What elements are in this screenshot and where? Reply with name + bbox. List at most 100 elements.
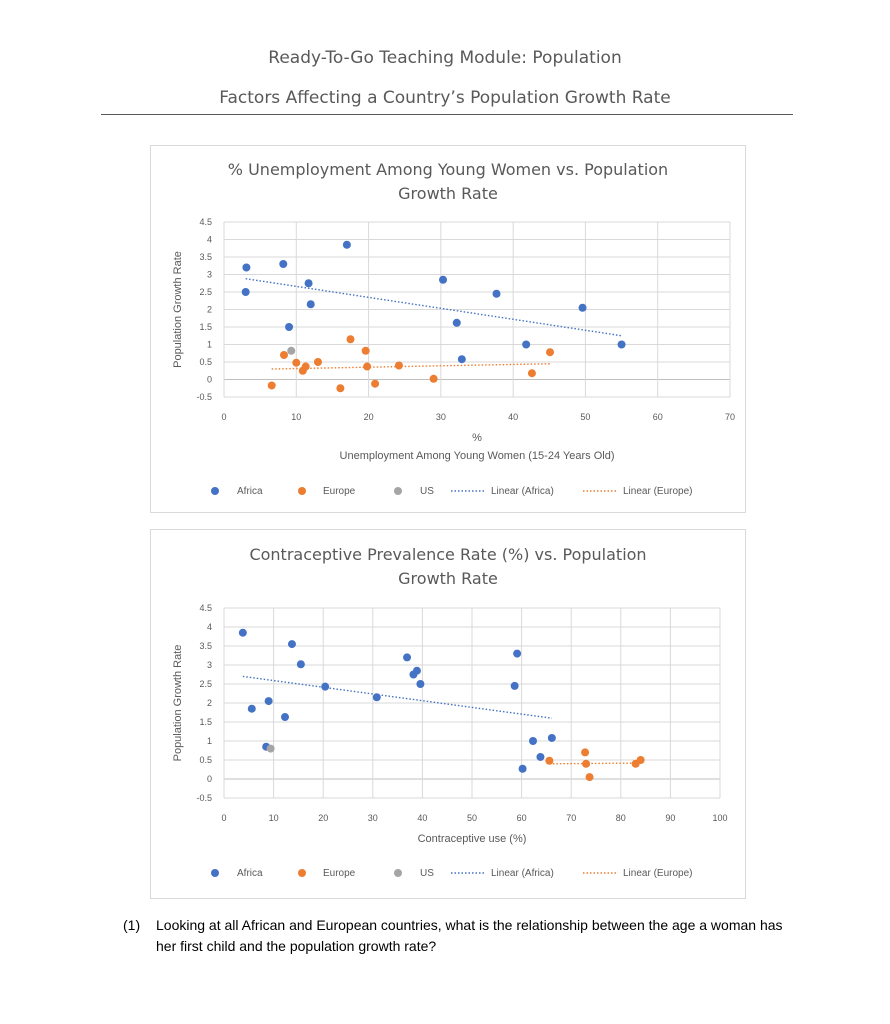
y-tick-label: 1.5	[199, 322, 212, 332]
legend-marker-africa	[211, 487, 219, 495]
trendline-europe	[271, 363, 551, 370]
data-point-africa	[457, 355, 466, 364]
data-point-africa	[510, 681, 519, 690]
header-rule	[101, 114, 793, 115]
x-tick-label: 60	[517, 813, 527, 823]
question-text: Looking at all African and European coun…	[156, 917, 783, 954]
module-subtitle: Factors Affecting a Country’s Population…	[219, 88, 671, 108]
data-point-europe	[585, 773, 594, 782]
y-tick-label: 2	[207, 698, 212, 708]
data-point-africa	[492, 289, 501, 298]
data-point-europe	[313, 358, 322, 366]
y-tick-label: 4	[207, 622, 212, 632]
legend-label-us: US	[420, 486, 434, 497]
y-tick-label: -0.5	[196, 793, 212, 803]
y-tick-label: 0.5	[199, 357, 212, 367]
data-point-europe	[545, 756, 554, 765]
legend-label-europe: Europe	[323, 486, 356, 497]
data-point-africa	[264, 697, 273, 706]
x-axis-label: Contraceptive use (%)	[418, 833, 527, 845]
y-tick-label: -0.5	[196, 392, 212, 402]
chart-title-line: Contraceptive Prevalence Rate (%) vs. Po…	[249, 545, 646, 564]
data-point-europe	[429, 374, 438, 383]
module-title: Ready-To-Go Teaching Module: Population	[268, 48, 622, 68]
x-tick-label: 30	[368, 813, 378, 823]
x-axis-label: Unemployment Among Young Women (15-24 Ye…	[340, 450, 615, 462]
trendline-africa	[242, 675, 552, 719]
data-point-africa	[304, 279, 313, 288]
y-tick-label: 3.5	[199, 252, 212, 262]
contraceptive-chart: Contraceptive Prevalence Rate (%) vs. Po…	[150, 529, 746, 899]
x-tick-label: 60	[653, 412, 663, 422]
data-point-europe	[394, 361, 403, 370]
legend-label-us: US	[420, 868, 434, 879]
data-point-africa	[342, 240, 351, 249]
data-point-africa	[518, 764, 527, 773]
x-tick-label: 20	[364, 412, 374, 422]
data-point-europe	[346, 335, 355, 344]
data-point-europe	[267, 381, 276, 390]
x-axis-label: %	[472, 432, 482, 444]
question-number: (1)	[123, 917, 141, 933]
data-point-africa	[416, 680, 425, 688]
data-point-africa	[522, 340, 531, 349]
data-point-europe	[336, 384, 345, 393]
x-tick-label: 70	[725, 412, 735, 422]
legend-label-linear-europe: Linear (Europe)	[623, 868, 692, 879]
x-tick-label: 40	[508, 412, 518, 422]
y-tick-label: 0	[207, 774, 212, 784]
y-tick-label: 1	[207, 736, 212, 746]
data-point-africa	[536, 752, 545, 761]
legend-marker-europe	[298, 869, 306, 877]
y-tick-label: 2	[207, 305, 212, 315]
y-tick-label: 0.5	[199, 755, 212, 765]
legend-label-africa: Africa	[237, 486, 263, 497]
legend-marker-us	[394, 487, 402, 495]
y-tick-label: 2.5	[199, 287, 212, 297]
x-tick-label: 40	[417, 813, 427, 823]
chart-title-line: Growth Rate	[398, 184, 498, 203]
legend-marker-europe	[298, 487, 306, 495]
data-point-africa	[403, 653, 412, 662]
data-point-africa	[547, 733, 556, 742]
data-point-africa	[247, 704, 256, 713]
legend-label-europe: Europe	[323, 868, 356, 879]
chart-title-line: Growth Rate	[398, 569, 498, 588]
data-point-africa	[372, 693, 381, 702]
legend-label-linear-africa: Linear (Africa)	[491, 486, 554, 497]
data-point-africa	[321, 682, 330, 691]
data-point-africa	[513, 649, 522, 658]
y-tick-label: 2.5	[199, 679, 212, 689]
data-point-africa	[281, 713, 290, 722]
unemployment-chart: % Unemployment Among Young Women vs. Pop…	[150, 145, 746, 513]
x-tick-label: 10	[269, 813, 279, 823]
legend-label-africa: Africa	[237, 868, 263, 879]
data-point-africa	[242, 263, 251, 272]
data-point-us	[287, 346, 296, 355]
data-point-europe	[371, 379, 380, 388]
data-point-africa	[412, 666, 421, 675]
data-point-europe	[292, 358, 301, 367]
data-point-africa	[279, 260, 288, 268]
data-point-africa	[285, 323, 294, 331]
data-point-africa	[578, 303, 587, 312]
data-point-europe	[279, 351, 288, 359]
data-point-africa	[241, 288, 250, 296]
legend-label-linear-africa: Linear (Africa)	[491, 868, 554, 879]
chart-title-line: % Unemployment Among Young Women vs. Pop…	[228, 160, 668, 179]
y-axis-label: Population Growth Rate	[172, 251, 184, 368]
y-tick-label: 4.5	[199, 217, 212, 227]
data-point-africa	[238, 628, 247, 637]
y-tick-label: 4	[207, 235, 212, 245]
data-point-europe	[581, 748, 590, 757]
data-point-europe	[582, 759, 591, 768]
data-point-africa	[287, 640, 296, 649]
y-tick-label: 0	[207, 375, 212, 385]
x-tick-label: 20	[318, 813, 328, 823]
legend-marker-us	[394, 869, 402, 877]
x-tick-label: 30	[436, 412, 446, 422]
data-point-europe	[301, 362, 310, 371]
x-tick-label: 80	[616, 813, 626, 823]
x-tick-label: 90	[665, 813, 675, 823]
data-point-europe	[361, 346, 370, 355]
